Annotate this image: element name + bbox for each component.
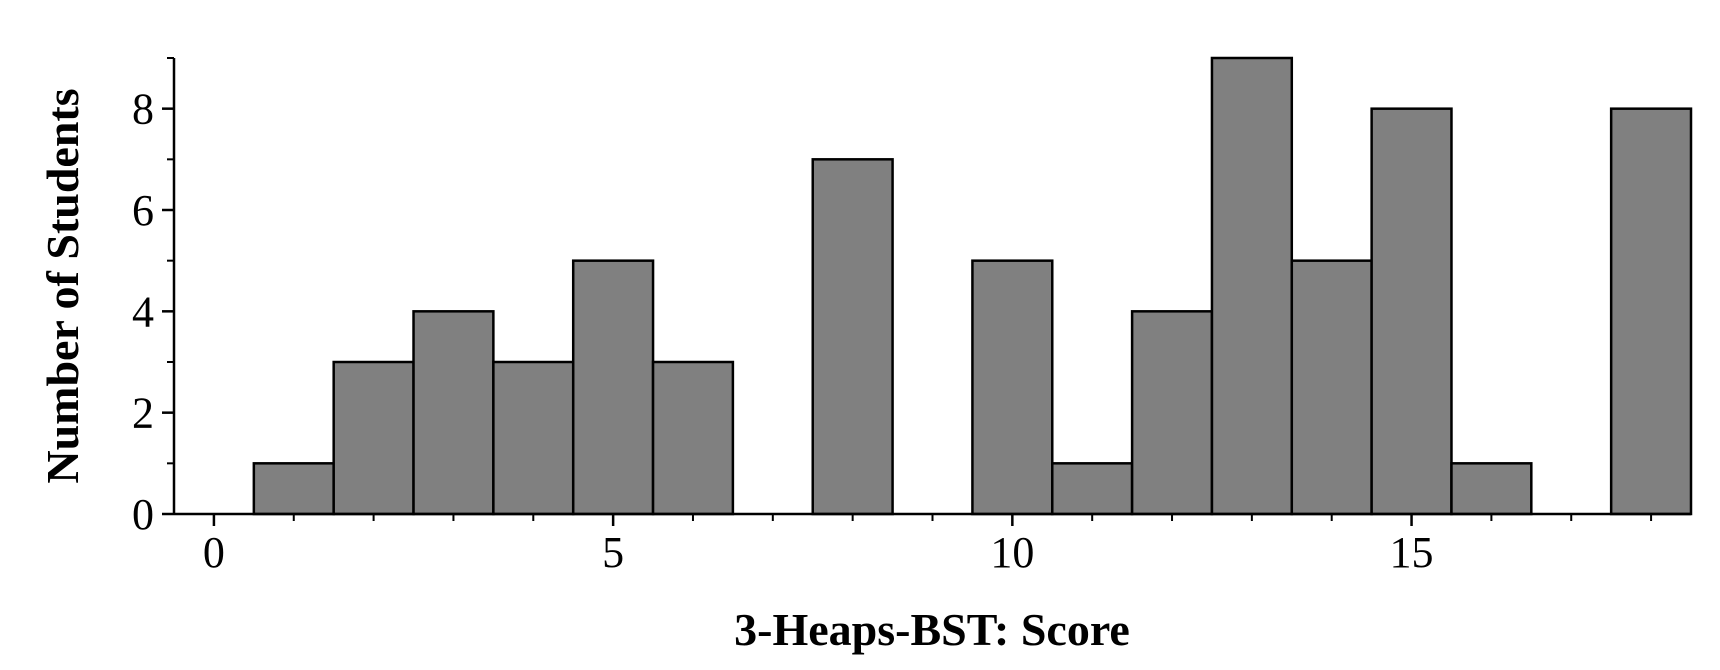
x-tick-label: 15 (1390, 528, 1434, 577)
bar (1210, 56, 1294, 516)
y-tick-label: 6 (132, 186, 154, 235)
bar (1051, 462, 1134, 516)
x-tick-label: 10 (990, 528, 1034, 577)
y-tick-label: 2 (132, 389, 154, 438)
bar (811, 158, 894, 516)
bar (1370, 107, 1453, 516)
x-tick-label: 5 (602, 528, 624, 577)
bar (1130, 310, 1214, 516)
bar (571, 259, 655, 516)
bar (971, 259, 1054, 516)
bar (651, 360, 735, 516)
y-axis-title: Number of Students (37, 88, 88, 483)
bar (1609, 107, 1693, 516)
bar (1450, 462, 1533, 516)
bar (252, 462, 335, 516)
bar (412, 310, 495, 516)
bar (1290, 259, 1373, 516)
y-tick-label: 0 (132, 490, 154, 539)
x-axis-title: 3-Heaps-BST: Score (734, 604, 1130, 655)
x-tick-label: 0 (203, 528, 225, 577)
bar (332, 360, 415, 516)
y-tick-label: 8 (132, 85, 154, 134)
y-tick-label: 4 (132, 287, 154, 336)
bar (492, 360, 575, 516)
